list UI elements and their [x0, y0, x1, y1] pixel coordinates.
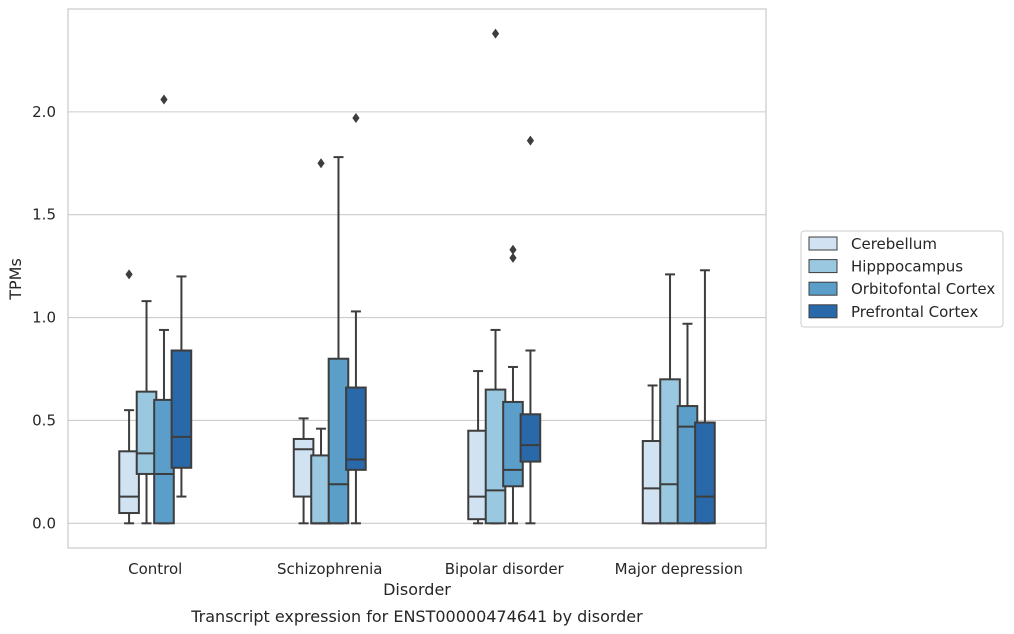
box-iqr [118, 450, 140, 515]
box-orbitofontal-cortex [676, 322, 699, 525]
box-prefrontal-cortex [170, 275, 193, 498]
legend-frame [800, 230, 1004, 328]
legend-swatch [808, 259, 838, 274]
legend-label: Cerebellum [851, 235, 937, 253]
y-tick-label: 2.0 [32, 103, 56, 121]
box-cerebellum [467, 370, 489, 525]
outlier-point [317, 158, 325, 169]
box-hipppocampus [659, 273, 681, 525]
x-axis-label: Disorder [383, 580, 451, 599]
x-tick-label: Bipolar disorder [445, 560, 565, 578]
box-iqr [694, 421, 716, 525]
box-iqr [170, 349, 193, 469]
y-axis-label: TPMs [6, 258, 25, 301]
y-tick-label: 1.0 [32, 309, 56, 327]
box-cerebellum [292, 417, 315, 525]
legend-label: Hipppocampus [851, 258, 963, 276]
box-prefrontal-cortex [694, 269, 716, 525]
y-tick-label: 1.5 [32, 206, 56, 224]
legend: Cerebellum Hipppocampus Orbitofontal Corte… [800, 230, 1004, 328]
legend-swatch [808, 304, 838, 319]
outlier-point [526, 135, 535, 146]
legend-swatch [808, 281, 838, 296]
y-axis-ticks: 0.0 0.5 1.0 1.5 2.0 [32, 103, 56, 532]
box-prefrontal-cortex [345, 113, 367, 525]
box-orbitofontal-cortex [153, 94, 175, 525]
box-iqr [519, 413, 542, 463]
outlier-point [352, 113, 360, 124]
legend-label: Orbitofontal Cortex [851, 280, 995, 298]
legend-swatch [808, 236, 838, 251]
x-tick-label: Control [128, 560, 182, 578]
plot-frame [67, 8, 767, 549]
outlier-point [509, 252, 517, 263]
x-axis-ticks: Control Schizophrenia Bipolar disorder Majo… [128, 560, 743, 578]
outlier-point [125, 269, 133, 280]
box-cerebellum [118, 269, 140, 525]
y-tick-label: 0.0 [32, 514, 56, 532]
legend-label: Prefrontal Cortex [851, 303, 978, 321]
box-iqr [345, 386, 367, 471]
outlier-point [509, 244, 517, 255]
box-series-group [118, 28, 716, 525]
box-prefrontal-cortex [519, 135, 542, 525]
outlier-point [160, 94, 168, 105]
chart-caption: Transcript expression for ENST0000047464… [190, 607, 643, 626]
outlier-point [491, 28, 500, 39]
x-tick-label: Major depression [615, 560, 743, 578]
x-tick-label: Schizophrenia [277, 560, 382, 578]
y-tick-label: 0.5 [32, 411, 56, 429]
